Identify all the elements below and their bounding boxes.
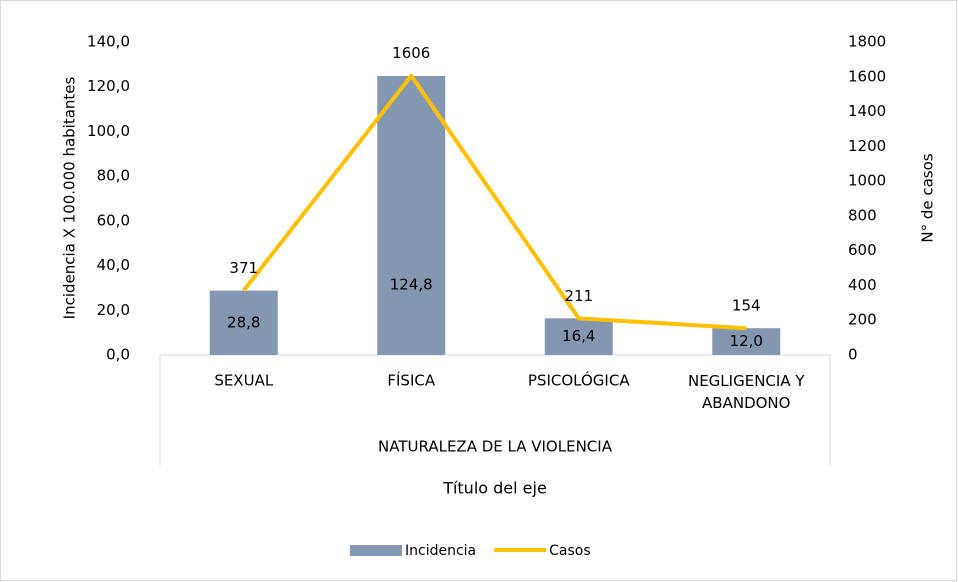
line-value-label: 371 <box>229 259 258 277</box>
x-tick-label: FÍSICA <box>387 371 435 390</box>
bar-value-label: 28,8 <box>227 313 260 331</box>
y2-tick-label: 1800 <box>848 33 886 51</box>
x-axis-title: Título del eje <box>442 479 547 498</box>
legend-swatch <box>350 545 402 556</box>
bar-value-label: 12,0 <box>730 332 763 350</box>
line-series <box>242 73 747 331</box>
x-tick-label: SEXUAL <box>214 372 274 390</box>
y2-axis-title: N° de casos <box>919 153 937 242</box>
y-axis-title: Incidencia X 100.000 habitantes <box>61 76 79 319</box>
y-tick-label: 100,0 <box>87 122 130 140</box>
line-value-label: 211 <box>564 287 593 305</box>
y2-tick-label: 1000 <box>848 172 886 190</box>
bar <box>209 290 278 355</box>
y-tick-label: 40,0 <box>97 256 130 274</box>
y2-tick-label: 0 <box>848 346 858 364</box>
x-tick-label: PSICOLÓGICA <box>528 371 630 390</box>
y-tick-label: 140,0 <box>87 33 130 51</box>
y-tick-label: 20,0 <box>97 301 130 319</box>
bar <box>544 318 613 355</box>
line-value-label: 1606 <box>392 44 430 62</box>
y2-tick-label: 200 <box>848 311 877 329</box>
bar-value-label: 16,4 <box>562 327 595 345</box>
y-tick-label: 80,0 <box>97 167 130 185</box>
x-tick-label: NEGLIGENCIA Y ABANDONO <box>688 372 805 412</box>
legend-label: Incidencia <box>405 543 476 559</box>
y-tick-label: 0,0 <box>106 346 130 364</box>
group-label: NATURALEZA DE LA VIOLENCIA <box>378 438 613 456</box>
y2-tick-label: 400 <box>848 276 877 294</box>
bar <box>377 75 446 356</box>
y2-tick-label: 600 <box>848 241 877 259</box>
bar-value-label: 124,8 <box>390 276 433 294</box>
y-tick-label: 60,0 <box>97 211 130 229</box>
y2-tick-label: 1600 <box>848 67 886 85</box>
bar <box>712 328 781 355</box>
y2-tick-label: 1400 <box>848 102 886 120</box>
y-tick-label: 120,0 <box>87 77 130 95</box>
y2-tick-label: 1200 <box>848 137 886 155</box>
legend-label: Casos <box>549 543 591 559</box>
y2-tick-label: 800 <box>848 206 877 224</box>
line-value-label: 154 <box>732 297 761 315</box>
